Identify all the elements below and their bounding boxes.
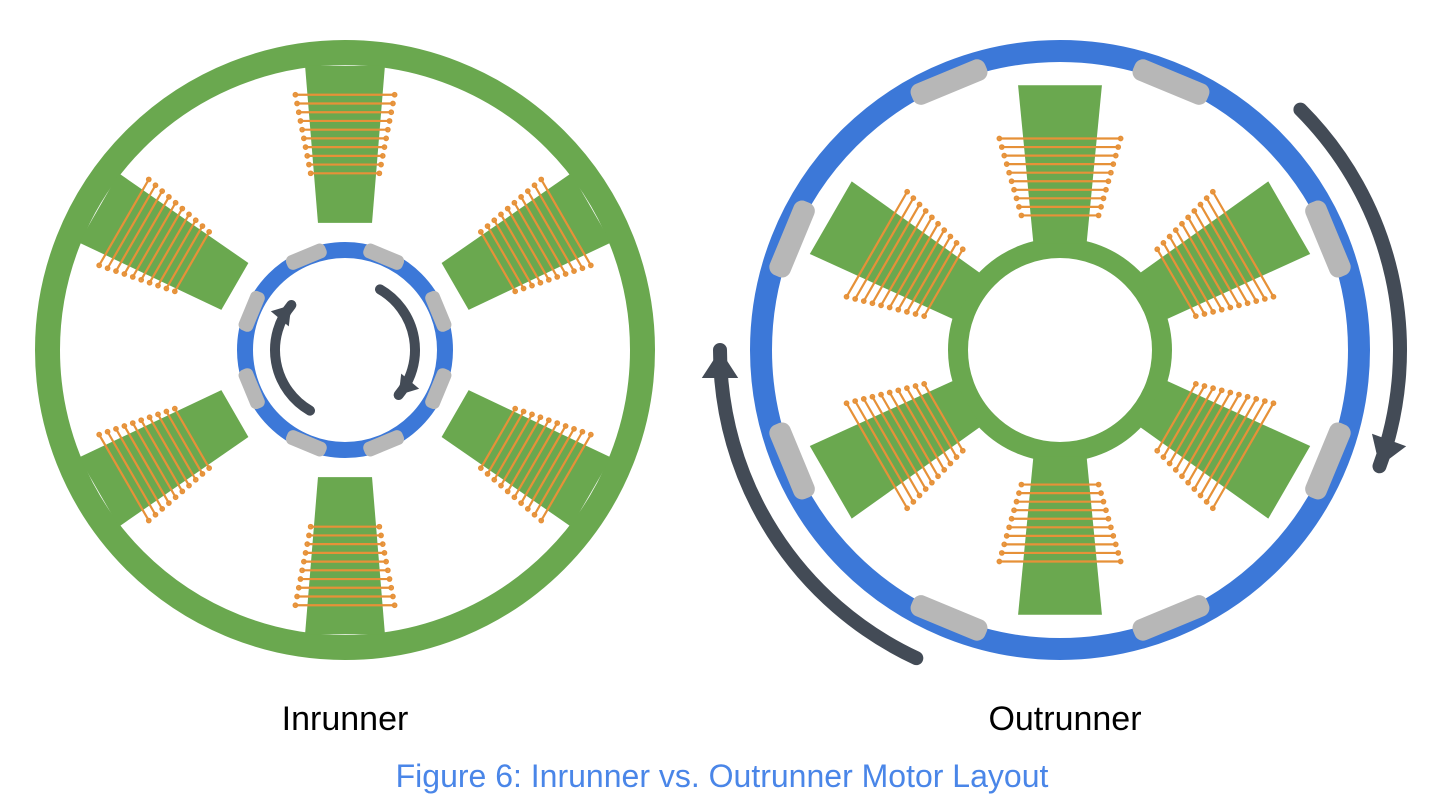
outrunner-label: Outrunner [975, 700, 1155, 739]
diagram-canvas: Inrunner Outrunner Figure 6: Inrunner vs… [0, 0, 1444, 812]
figure-caption: Figure 6: Inrunner vs. Outrunner Motor L… [0, 758, 1444, 795]
outrunner-diagram [680, 0, 1440, 730]
inrunner-label: Inrunner [265, 700, 425, 739]
inrunner-diagram [25, 30, 665, 670]
